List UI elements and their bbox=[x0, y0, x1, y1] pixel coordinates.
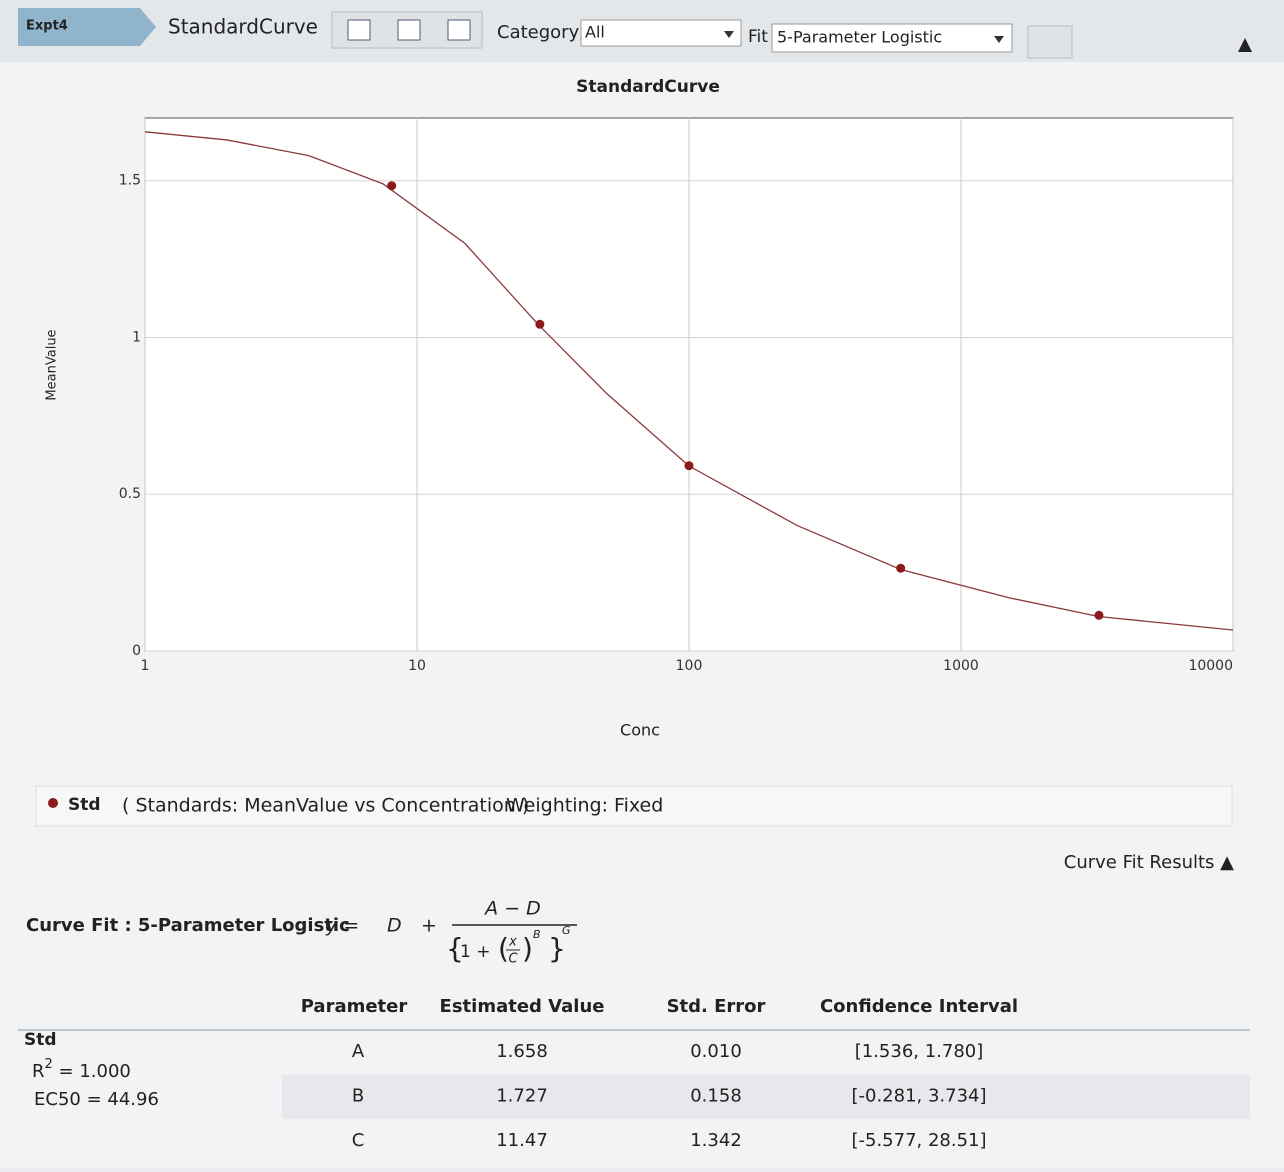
x-tick-label: 10 bbox=[408, 658, 426, 674]
column-header: Estimated Value bbox=[440, 996, 605, 1017]
y-axis-label: MeanValue bbox=[45, 329, 60, 400]
legend-series: Std bbox=[68, 795, 101, 815]
column-header: Std. Error bbox=[667, 996, 766, 1017]
dropdown-arrow bbox=[724, 31, 734, 38]
dropdown-arrow bbox=[994, 36, 1004, 43]
column-header: Parameter bbox=[301, 996, 408, 1017]
table-cell: [-5.577, 28.51] bbox=[851, 1130, 986, 1151]
formula-part: B bbox=[533, 928, 541, 941]
y-tick-label: 0.5 bbox=[119, 486, 141, 502]
icon-button[interactable] bbox=[447, 19, 471, 41]
formula-part: G bbox=[562, 924, 571, 937]
table-cell: 1.727 bbox=[496, 1086, 548, 1107]
legend-marker bbox=[48, 798, 58, 808]
data-point bbox=[1094, 610, 1104, 620]
collapse-button[interactable] bbox=[1238, 38, 1252, 52]
results-toggle[interactable]: Curve Fit Results ▲ bbox=[1064, 852, 1234, 873]
legend-bar bbox=[35, 785, 1233, 827]
formula-part: + bbox=[421, 915, 437, 937]
table-cell: A bbox=[352, 1041, 365, 1062]
fit-dropdown[interactable] bbox=[771, 23, 1013, 53]
fit-value[interactable]: 5-Parameter Logistic bbox=[777, 28, 942, 47]
table-cell: 0.158 bbox=[690, 1086, 742, 1107]
plot: 0 0.5 1 1.5 1 10 100 1000 10000 bbox=[119, 118, 1234, 674]
formula-part: 1 + bbox=[460, 942, 490, 962]
x-tick-label: 1000 bbox=[943, 658, 979, 674]
tab[interactable] bbox=[18, 8, 156, 46]
row-shade bbox=[282, 1074, 1250, 1119]
y-tick-label: 1 bbox=[132, 329, 141, 345]
tab-label[interactable]: Expt4 bbox=[26, 19, 68, 34]
legend-weighting: Weighting: Fixed bbox=[506, 795, 663, 817]
data-point bbox=[387, 181, 397, 191]
table-cell: [-0.281, 3.734] bbox=[851, 1086, 986, 1107]
data-point bbox=[535, 319, 545, 329]
summary-ec50: EC50 = 44.96 bbox=[34, 1089, 159, 1110]
table-cell: C bbox=[352, 1130, 365, 1151]
icon-button[interactable] bbox=[347, 19, 371, 41]
table-cell: 0.010 bbox=[690, 1041, 742, 1062]
column-header: Confidence Interval bbox=[820, 996, 1018, 1017]
formula-part: C bbox=[508, 952, 518, 967]
summary-series: Std bbox=[24, 1030, 57, 1050]
table-cell: 11.47 bbox=[496, 1130, 548, 1151]
chart-title: StandardCurve bbox=[576, 77, 720, 97]
view-title: StandardCurve bbox=[168, 15, 318, 39]
fit-label: Fit bbox=[748, 27, 768, 47]
results-table: Parameter Estimated Value Std. Error Confid… bbox=[282, 996, 1250, 1151]
data-point bbox=[896, 563, 906, 573]
legend-description: ( Standards: MeanValue vs Concentration … bbox=[122, 795, 529, 817]
paren: ) bbox=[522, 932, 533, 965]
summary-r2: R2 = 1.000 bbox=[32, 1057, 131, 1083]
x-axis-label: Conc bbox=[620, 721, 660, 740]
y-tick-label: 1.5 bbox=[119, 173, 141, 189]
r: R bbox=[32, 1061, 45, 1082]
formula-part: x bbox=[508, 935, 517, 950]
x-tick-label: 10000 bbox=[1188, 658, 1233, 674]
table-cell: [1.536, 1.780] bbox=[855, 1041, 984, 1062]
formula-part: D bbox=[387, 915, 402, 937]
paren: ( bbox=[498, 932, 509, 965]
icon-button[interactable] bbox=[397, 19, 421, 41]
fit-curve bbox=[144, 131, 1234, 631]
formula: y = D + A − D { 1 + ( x C ) B } G bbox=[325, 898, 577, 967]
table-cell: 1.658 bbox=[496, 1041, 548, 1062]
x-tick-label: 100 bbox=[676, 658, 703, 674]
category-value[interactable]: All bbox=[585, 23, 605, 42]
formula-part: A − D bbox=[483, 898, 541, 920]
table-cell: 1.342 bbox=[690, 1130, 742, 1151]
formula-part: y = bbox=[325, 915, 359, 937]
r-sup: 2 bbox=[45, 1057, 53, 1072]
category-label: Category bbox=[497, 22, 580, 43]
curve-button[interactable] bbox=[1027, 25, 1073, 59]
x-tick-label: 1 bbox=[141, 658, 150, 674]
fit-title: Curve Fit : 5-Parameter Logistic bbox=[26, 915, 350, 936]
table-cell: B bbox=[352, 1086, 364, 1107]
r-value: = 1.000 bbox=[53, 1061, 131, 1082]
y-tick-label: 0 bbox=[132, 643, 141, 659]
category-dropdown[interactable] bbox=[580, 19, 742, 47]
data-point bbox=[684, 461, 694, 471]
brace: } bbox=[548, 932, 566, 965]
brace: { bbox=[446, 932, 464, 965]
